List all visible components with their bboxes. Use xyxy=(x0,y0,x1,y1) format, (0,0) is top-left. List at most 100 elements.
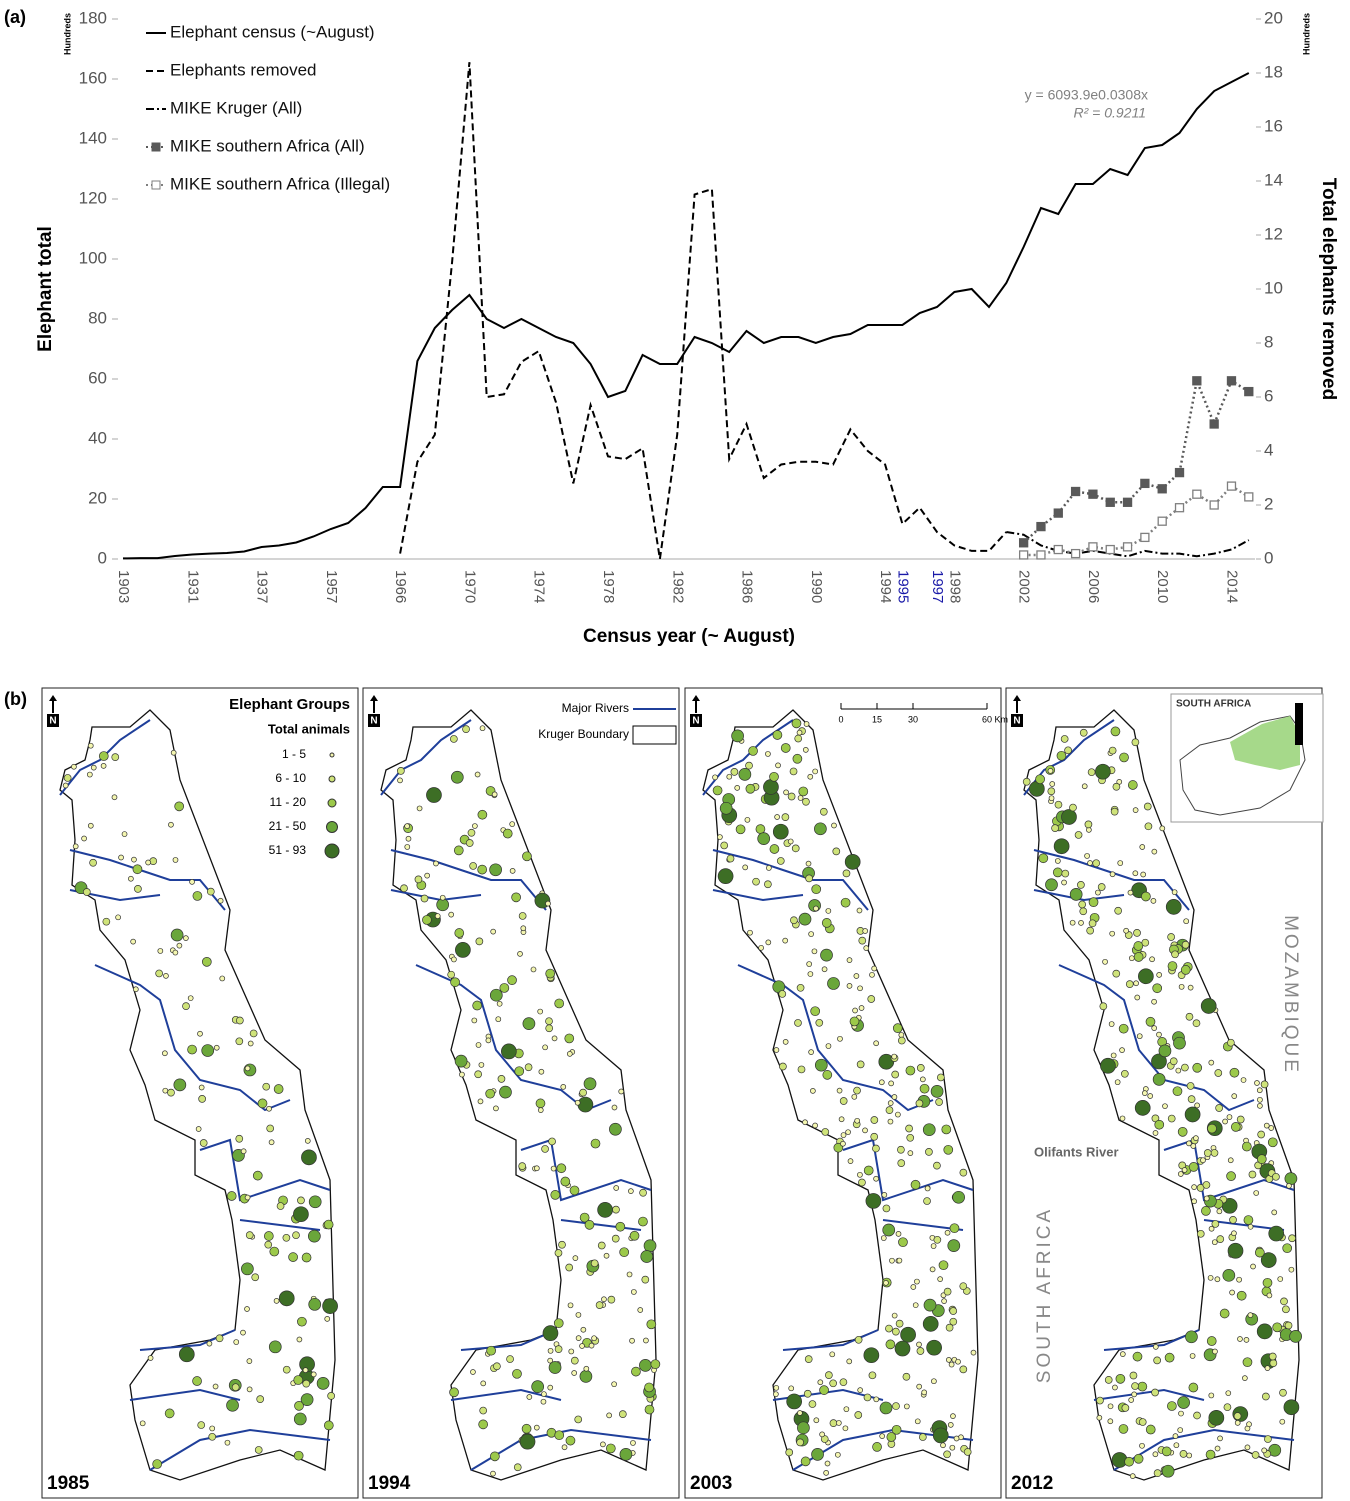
elephant-group xyxy=(1097,883,1106,891)
elephant-group xyxy=(1147,1093,1154,1099)
elephant-group xyxy=(856,907,863,914)
elephant-group xyxy=(865,1193,882,1209)
elephant-group xyxy=(898,1237,908,1248)
map-year: 2003 xyxy=(690,1473,732,1494)
x-tick-label: 2010 xyxy=(1154,570,1171,603)
elephant-group xyxy=(829,1419,838,1427)
elephant-group xyxy=(811,1448,824,1461)
elephant-group xyxy=(1177,1427,1184,1433)
elephant-group xyxy=(858,936,867,945)
elephant-group xyxy=(1256,1154,1267,1164)
size-class-label: 51 - 93 xyxy=(269,843,307,857)
elephant-group xyxy=(450,770,464,784)
river xyxy=(1058,964,1255,1112)
map-frame xyxy=(684,687,1002,1499)
elephant-group xyxy=(1257,1096,1263,1103)
elephant-group xyxy=(1118,1023,1129,1034)
river xyxy=(380,719,472,796)
elephant-group xyxy=(1212,1348,1218,1355)
elephant-group xyxy=(1137,1381,1148,1392)
elephant-group xyxy=(1159,825,1166,832)
y-tick-label: 40 xyxy=(88,428,107,447)
elephant-group xyxy=(541,1391,547,1397)
elephant-group xyxy=(157,948,164,954)
elephant-group xyxy=(296,1336,303,1343)
elephant-group xyxy=(152,1459,163,1469)
elephant-group xyxy=(1087,768,1096,777)
elephant-group xyxy=(644,1382,654,1393)
elephant-group xyxy=(1162,1103,1168,1110)
elephant-group xyxy=(131,856,137,863)
elephant-group xyxy=(1250,1263,1256,1270)
elephant-group xyxy=(902,1372,911,1381)
elephant-group xyxy=(541,1145,549,1153)
elephant-group xyxy=(903,1403,910,1410)
elephant-group xyxy=(953,1435,960,1442)
elephant-group xyxy=(522,1017,536,1030)
elephant-group xyxy=(773,1391,779,1398)
elephant-group xyxy=(450,977,460,988)
elephant-group xyxy=(849,1016,860,1027)
elephant-group xyxy=(1145,1424,1156,1435)
elephant-group xyxy=(797,1421,810,1435)
elephant-group xyxy=(745,761,753,770)
elephant-group xyxy=(726,854,735,863)
elephant-group xyxy=(862,1127,868,1134)
elephant-group xyxy=(246,1386,253,1393)
elephant-group xyxy=(837,1035,843,1042)
elephant-group xyxy=(1110,1052,1117,1059)
y2-tick-label: 16 xyxy=(1264,116,1283,135)
elephant-group xyxy=(1208,1059,1215,1066)
elephant-group xyxy=(217,897,224,904)
elephant-group xyxy=(880,1235,887,1241)
series-marker xyxy=(1053,508,1063,518)
elephant-group xyxy=(316,1377,330,1390)
elephant-group xyxy=(916,1341,922,1348)
elephant-group xyxy=(810,1088,816,1094)
elephant-group xyxy=(853,973,860,979)
elephant-group xyxy=(1161,1464,1175,1478)
elephant-group xyxy=(81,835,87,842)
elephant-group xyxy=(1121,1404,1130,1412)
elephant-group xyxy=(857,1387,864,1393)
elephant-group xyxy=(806,961,813,967)
elephant-group xyxy=(949,1223,960,1234)
elephant-group xyxy=(509,821,516,827)
elephant-group xyxy=(1114,1079,1121,1086)
elephant-group xyxy=(854,1117,861,1124)
kruger-boundary xyxy=(1023,709,1300,1481)
elephant-group xyxy=(90,764,97,771)
elephant-group xyxy=(1167,933,1175,941)
elephant-group xyxy=(584,1220,595,1230)
elephant-group xyxy=(794,1019,802,1027)
elephant-group xyxy=(422,915,432,925)
y-tick-label: 80 xyxy=(88,308,107,327)
elephant-group xyxy=(405,835,412,842)
elephant-group xyxy=(240,1148,247,1155)
elephant-group xyxy=(147,1355,154,1361)
maps: 1985 N 1994 N 2003 N 2012 N Elephant Groups Total… xyxy=(41,687,1324,1499)
elephant-group xyxy=(862,928,869,934)
elephant-group xyxy=(639,1359,652,1372)
elephant-group xyxy=(537,1107,544,1114)
y-axis-title: Elephant total xyxy=(35,226,56,352)
elephant-group xyxy=(201,957,212,967)
elephant-group xyxy=(825,1371,833,1379)
elephant-group xyxy=(560,1176,571,1187)
elephant-group xyxy=(811,948,818,955)
y2-tick-label: 2 xyxy=(1264,494,1273,513)
elephant-group xyxy=(630,1289,637,1295)
series-marker xyxy=(1122,542,1133,552)
elephant-group xyxy=(842,869,851,878)
elephant-group xyxy=(1187,1095,1196,1103)
series-marker xyxy=(1140,478,1150,489)
elephant-group xyxy=(206,1340,213,1347)
elephant-group xyxy=(268,1340,282,1354)
elephant-group xyxy=(1087,860,1093,866)
elephant-group xyxy=(493,1362,501,1371)
elephant-group xyxy=(731,729,744,743)
size-class-label: 21 - 50 xyxy=(269,819,307,833)
elephant-group xyxy=(1223,1403,1232,1412)
x-tick-label: 2014 xyxy=(1224,570,1241,603)
inset-region xyxy=(1230,716,1300,770)
